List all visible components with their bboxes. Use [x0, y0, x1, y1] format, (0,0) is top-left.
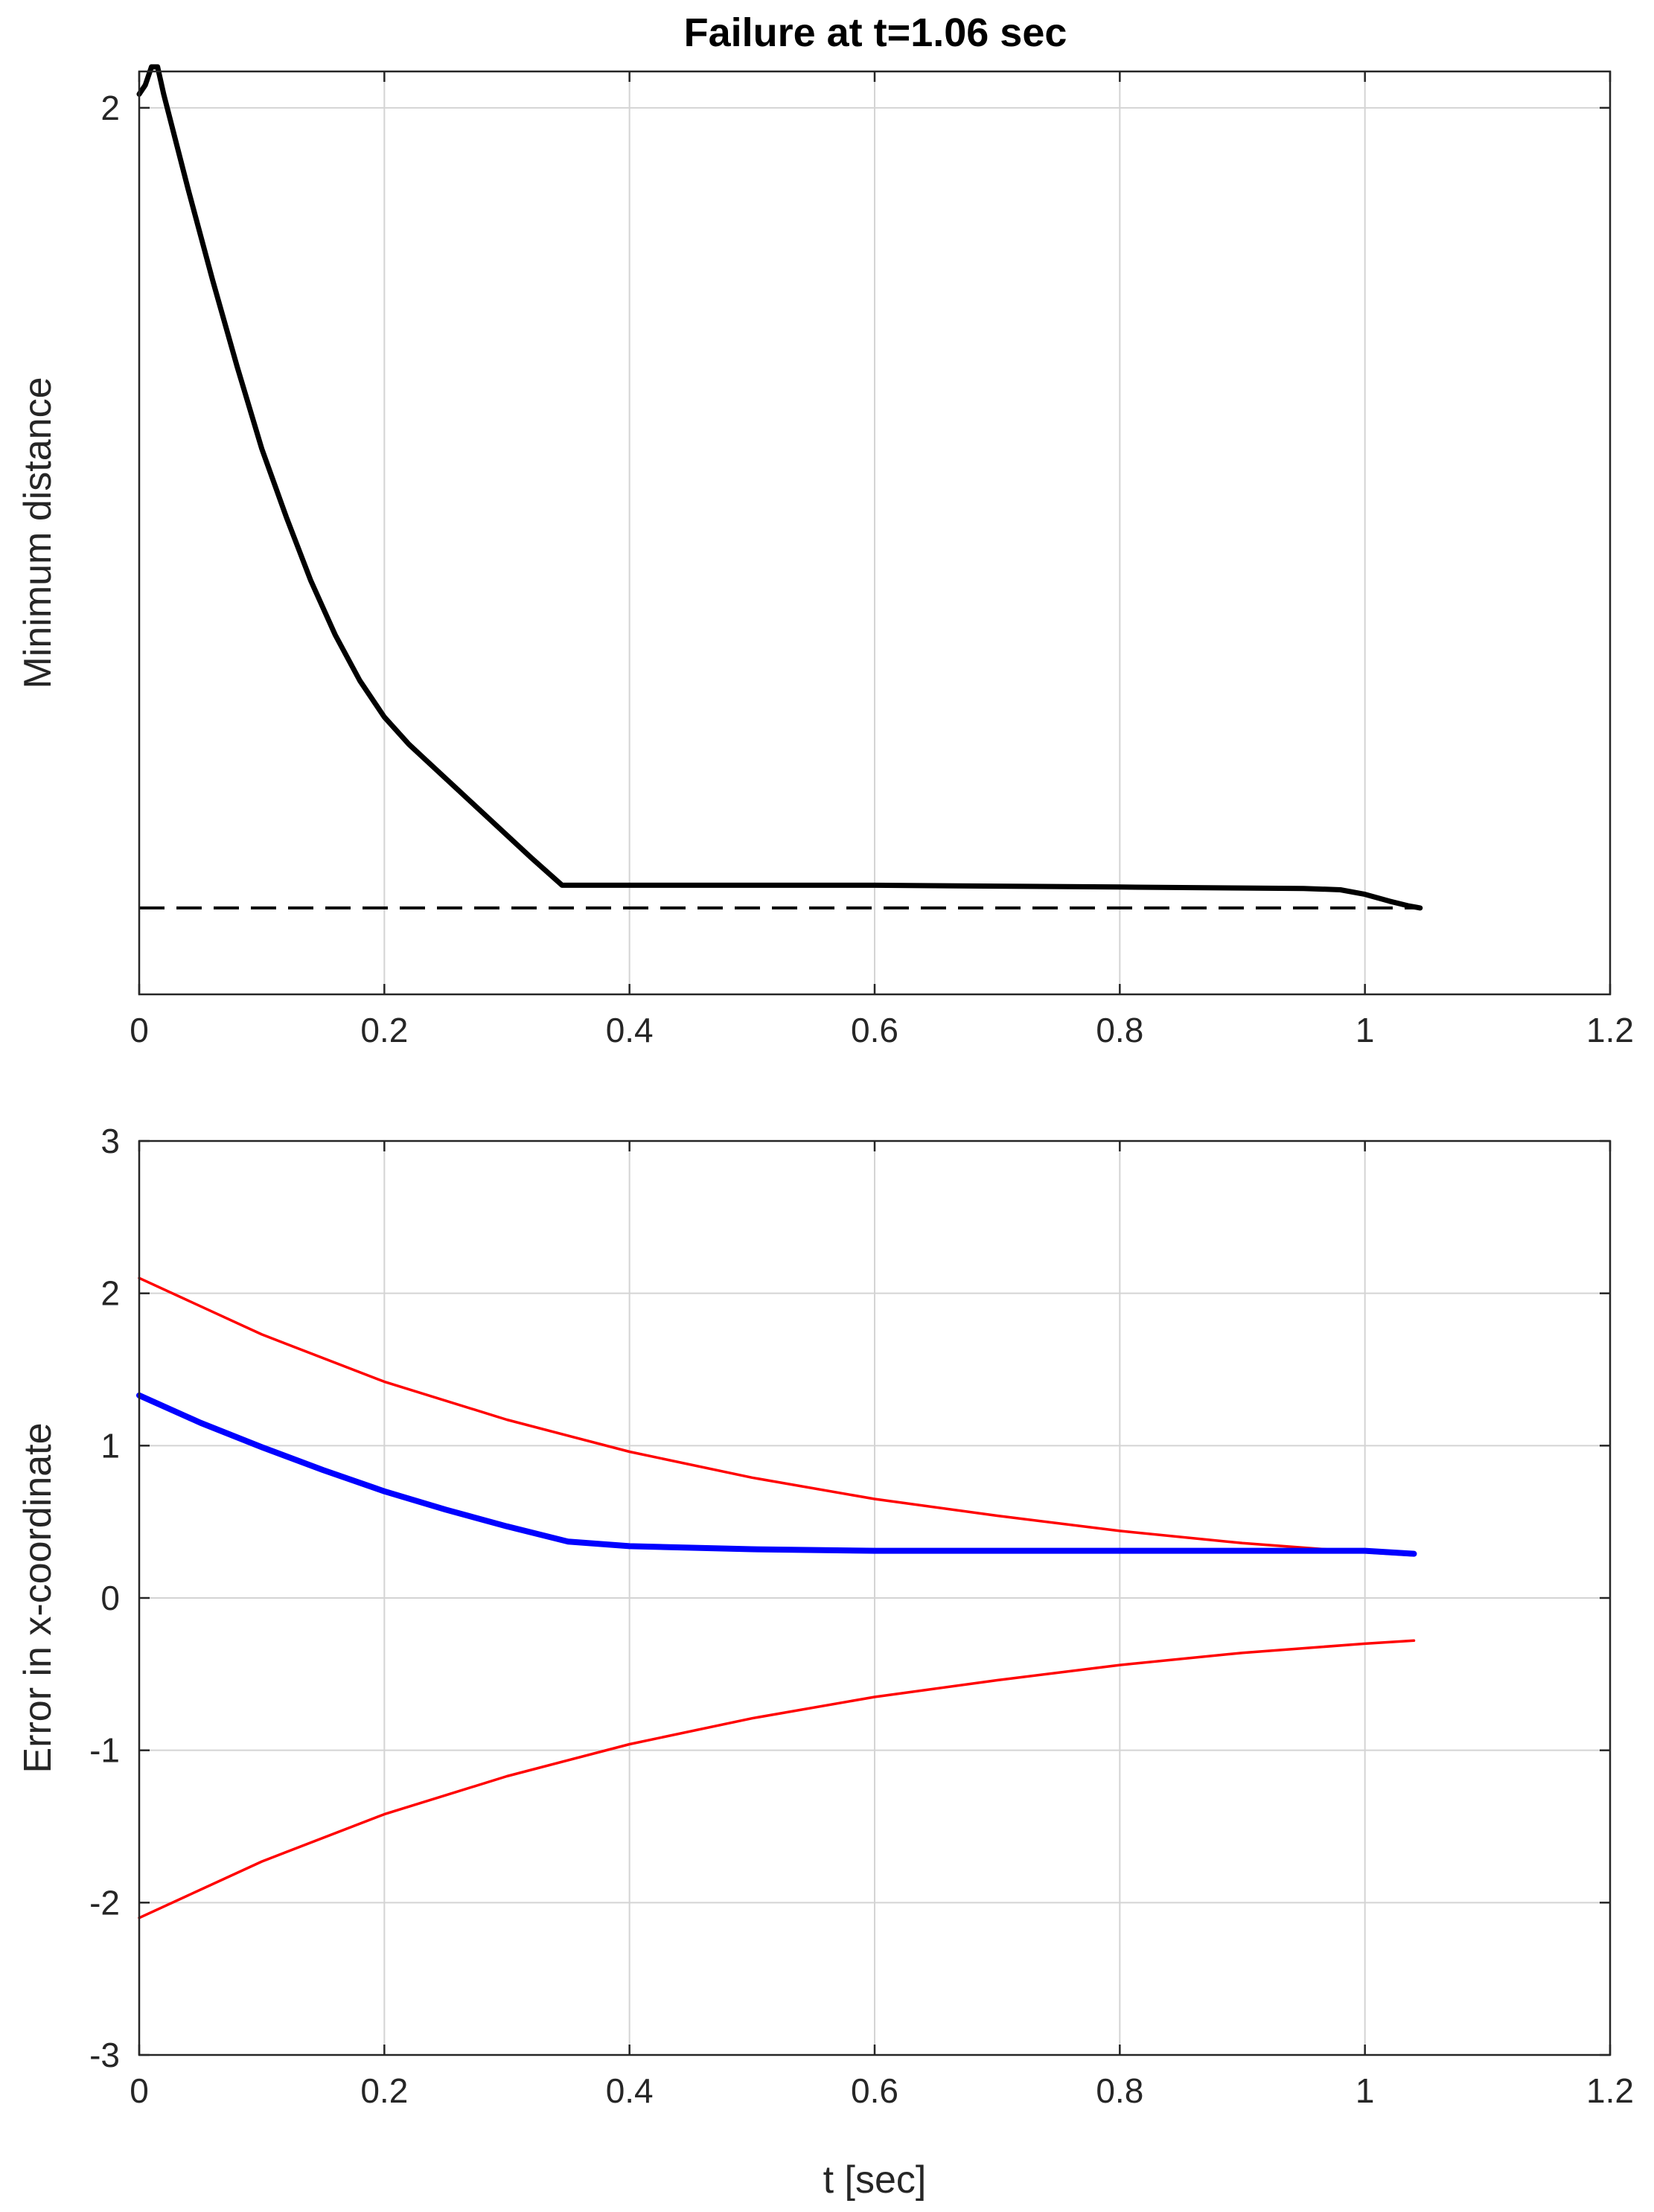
tick-labels: 0 0.2 0.4 0.6 0.8 1 1.2 2	[100, 71, 1634, 1049]
x-tick-label: 1.2	[1586, 1011, 1634, 1049]
x-tick-label: 0.6	[851, 2071, 898, 2110]
grid-lines	[139, 1141, 1610, 2055]
y-tick-label: -3	[89, 2036, 120, 2074]
x-tick-label: 0.4	[606, 2071, 654, 2110]
y-tick-label: -1	[89, 1731, 120, 1770]
x-tick-label: 0	[130, 2071, 149, 2110]
y-axis-label: Minimum distance	[16, 377, 60, 688]
x-tick-label: 0.8	[1096, 2071, 1143, 2110]
x-tick-label: 1	[1356, 2071, 1375, 2110]
plot-minimum-distance: 0 0.2 0.4 0.6 0.8 1 1.2 2 Minimum distance	[16, 64, 1634, 1049]
x-tick-label: 0.8	[1096, 1011, 1143, 1049]
y-tick-label: 2	[100, 1274, 120, 1313]
x-axis-label: t [sec]	[823, 2158, 927, 2202]
y-tick-label: 3	[100, 1122, 120, 1160]
data-lines	[136, 1276, 1417, 1919]
plot-error-x: 0 0.2 0.4 0.6 0.8 1 1.2 -3 -2 -1 0 1 2 3 Error in x-c…	[16, 1122, 1634, 2202]
data-lines	[136, 64, 1423, 911]
series-line-upper-bound	[138, 1276, 1416, 1557]
x-tick-label: 0.4	[606, 1011, 654, 1049]
series-line-lower-bound	[138, 1639, 1416, 1919]
x-tick-label: 0	[130, 1011, 149, 1049]
figure-title: Failure at t=1.06 sec	[684, 10, 1067, 55]
x-tick-label: 0.6	[851, 1011, 898, 1049]
x-tick-label: 0.2	[360, 2071, 408, 2110]
x-tick-label: 0.2	[360, 1011, 408, 1049]
series-line-estimation-error	[136, 1392, 1417, 1557]
y-tick-label: -2	[89, 1883, 120, 1922]
series-line-minimum-distance	[136, 64, 1423, 911]
grid-lines	[139, 71, 1610, 994]
x-tick-label: 1.2	[1586, 2071, 1634, 2110]
y-tick-label: 2	[100, 89, 120, 127]
y-tick-label: 0	[100, 1579, 120, 1617]
y-axis-label: Error in x-coordinate	[16, 1422, 60, 1773]
tick-labels: 0 0.2 0.4 0.6 0.8 1 1.2 -3 -2 -1 0 1 2 3	[89, 1122, 1634, 2110]
y-tick-label: 1	[100, 1426, 120, 1465]
x-tick-label: 1	[1356, 1011, 1375, 1049]
